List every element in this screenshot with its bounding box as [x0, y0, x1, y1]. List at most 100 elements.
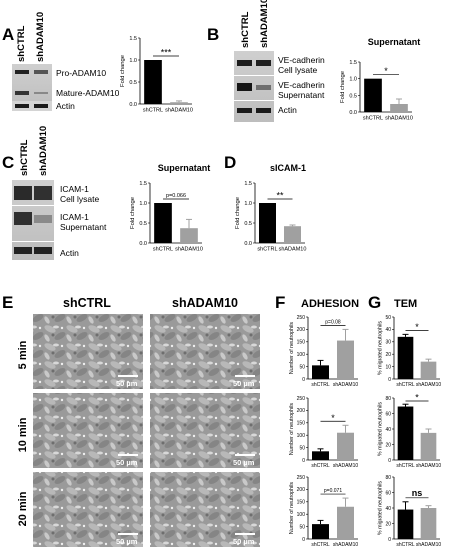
- chart-g1-ytick-label: 10: [385, 364, 391, 370]
- panel-e-row-5min: 5 min: [17, 340, 29, 369]
- chart-b-xtick-label: shADAM10: [385, 116, 413, 122]
- panel-a-lane-shadam10: shADAM10: [35, 12, 46, 62]
- panel-b-label-vecadherin-2: VE-cadherin: [278, 80, 325, 90]
- chart-c-ylabel: Fold change: [130, 197, 136, 229]
- panel-c-label-icam1-1: ICAM-1: [60, 184, 89, 194]
- chart-g2-ytick-label: 80: [385, 396, 391, 402]
- micrograph-shctrl-10min: [33, 393, 143, 468]
- chart-g1: 0 10 20 30 40 50% migrated neutrophils shCTRL s…: [378, 315, 442, 388]
- chart-f3-ytick-label: 50: [299, 524, 305, 530]
- chart-c-sig-label: p=0.066: [166, 193, 186, 199]
- chart-g1-bar-shctrl: [397, 336, 414, 379]
- chart-f3-bar-shctrl: [312, 524, 329, 539]
- chart-c-xtick-label: shCTRL: [153, 247, 173, 253]
- chart-g3-xtick-label: shCTRL: [396, 542, 415, 548]
- chart-d-ytick-label: 1.0: [244, 201, 252, 207]
- chart-f1-sig-label: p=0.08: [325, 319, 341, 325]
- chart-f3-ytick-label: 250: [297, 475, 306, 481]
- chart-d-bar-shctrl: [259, 203, 276, 243]
- panel-e-micrographs: [33, 314, 260, 547]
- chart-g1-xtick-label: shADAM10: [416, 382, 442, 388]
- panel-e-letter: E: [2, 293, 13, 312]
- chart-d-ytick-label: 1.5: [244, 181, 252, 187]
- chart-d-ytick-label: 0.5: [244, 221, 252, 227]
- micrograph-shadam10-5min: [150, 314, 260, 389]
- chart-g2-bar-shctrl: [397, 406, 414, 460]
- chart-f2-ytick-label: 50: [299, 445, 305, 451]
- chart-b-title: Supernatant: [368, 37, 421, 47]
- chart-f2-ytick-label: 150: [297, 421, 306, 427]
- chart-b-ytick-label: 1.5: [349, 60, 357, 66]
- chart-a-bar-shctrl: [144, 60, 162, 104]
- chart-g2: 0 20 40 60 80% migrated neutrophils shCTRL shA…: [378, 393, 442, 470]
- chart-b-bar-shctrl: [364, 78, 382, 112]
- chart-a-sig-label: ***: [161, 48, 172, 58]
- chart-b-sig-label: *: [384, 66, 388, 76]
- chart-f1-ytick-label: 0: [302, 377, 305, 383]
- chart-f1-ytick-label: 100: [297, 352, 306, 358]
- chart-c-title: Supernatant: [158, 163, 211, 173]
- chart-g2-xtick-label: shADAM10: [416, 463, 442, 469]
- chart-f1-ytick-label: 50: [299, 364, 305, 370]
- chart-b-bar-shadam10: [390, 104, 408, 112]
- panel-a-lane-shctrl: shCTRL: [16, 25, 27, 62]
- chart-f2-ytick-label: 250: [297, 396, 306, 402]
- chart-d-sig-label: **: [276, 191, 284, 201]
- chart-f1-bar-shadam10: [337, 340, 354, 379]
- chart-b-ytick-label: 0.5: [349, 93, 357, 99]
- chart-d: sICAM-1 0.0 0.5 1.0 1.5 Fold change shCTRL shAD…: [235, 163, 306, 253]
- chart-f2-xtick-label: shADAM10: [333, 463, 359, 469]
- chart-f2-bar-shctrl: [312, 451, 329, 460]
- panel-c-blot: [12, 180, 54, 260]
- chart-g3-bar-shctrl: [397, 509, 414, 539]
- chart-f2-ylabel: Number of neutrophils: [289, 403, 295, 455]
- chart-f1-ytick-label: 150: [297, 340, 306, 346]
- chart-g3-ylabel: % migrated neutrophils: [378, 481, 384, 536]
- chart-b-ytick-label: 0.0: [349, 110, 357, 116]
- panel-b-blot: [234, 51, 274, 122]
- chart-d-xtick-label: shCTRL: [257, 247, 277, 253]
- chart-a-xtick-label: shCTRL: [143, 108, 163, 114]
- chart-g2-ytick-label: 60: [385, 411, 391, 417]
- panel-a-blot: [12, 64, 52, 111]
- scale-bar-label-2: 50 µm: [233, 379, 255, 388]
- chart-f2-bar-shadam10: [337, 432, 354, 460]
- chart-g3: 0 20 40 60 80% migrated neutrophils shCTRL shA…: [378, 475, 442, 548]
- chart-f3-xtick-label: shCTRL: [311, 542, 330, 548]
- chart-d-xtick-label: shADAM10: [279, 247, 307, 253]
- chart-c-ytick-label: 1.0: [139, 201, 147, 207]
- chart-c-ytick-label: 0.5: [139, 221, 147, 227]
- chart-f3-xtick-label: shADAM10: [333, 542, 359, 548]
- chart-g1-sig-label: *: [415, 322, 419, 332]
- chart-g3-xtick-label: shADAM10: [416, 542, 442, 548]
- chart-f2-xtick-label: shCTRL: [311, 463, 330, 469]
- chart-g3-sig-label: ns: [412, 488, 423, 498]
- panel-b-lane-shctrl: shCTRL: [240, 11, 251, 48]
- micrograph-shctrl-5min: [33, 314, 143, 389]
- chart-f3-ytick-label: 150: [297, 500, 306, 506]
- scale-bar-label-3: 50 µm: [116, 458, 138, 467]
- micrograph-shadam10-10min: [150, 393, 260, 468]
- panel-a-label-mature-adam10: Mature-ADAM10: [56, 88, 120, 98]
- panel-c-label-actin: Actin: [60, 248, 79, 258]
- panel-c-lane-shadam10: shADAM10: [38, 126, 49, 176]
- panel-f-title: ADHESION: [301, 298, 359, 310]
- chart-g1-ytick-label: 20: [385, 352, 391, 358]
- panel-a-label-actin: Actin: [56, 101, 75, 111]
- panel-b-label-cell-lysate: Cell lysate: [278, 65, 317, 75]
- panel-b-label-vecadherin-1: VE-cadherin: [278, 55, 325, 65]
- panel-c-lane-shctrl: shCTRL: [19, 139, 30, 176]
- chart-d-bar-shadam10: [284, 226, 301, 243]
- chart-f3-ytick-label: 200: [297, 487, 306, 493]
- chart-g2-ytick-label: 40: [385, 427, 391, 433]
- chart-f2-sig-label: *: [331, 413, 335, 423]
- micrograph-shadam10-20min: [150, 472, 260, 547]
- panel-g-letter: G: [368, 293, 381, 312]
- chart-a-ytick-label: 1.0: [129, 58, 137, 64]
- chart-g2-sig-label: *: [415, 393, 419, 403]
- chart-g2-ytick-label: 0: [388, 458, 391, 464]
- chart-g3-ytick-label: 80: [385, 475, 391, 481]
